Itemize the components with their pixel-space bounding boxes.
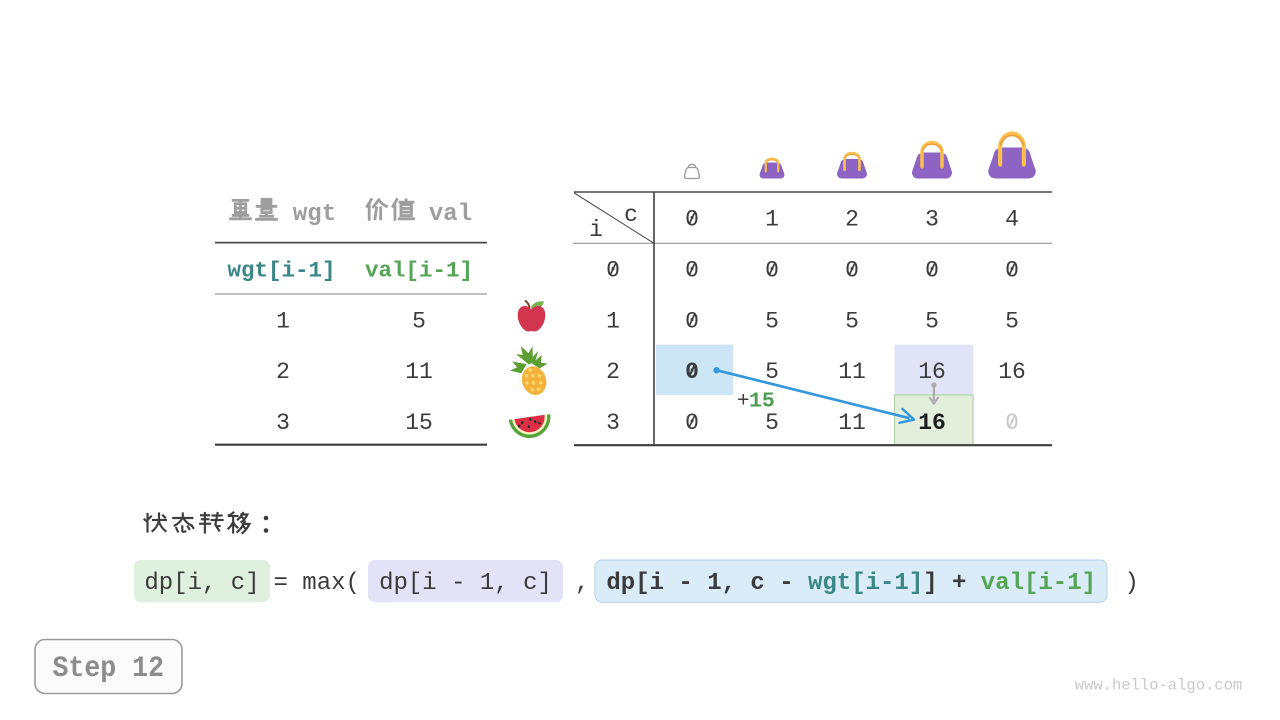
svg-text:wgt: wgt <box>293 201 336 228</box>
svg-text:dp[i, c]: dp[i, c] <box>144 570 259 597</box>
svg-text:Step 12: Step 12 <box>53 651 165 685</box>
svg-text:4: 4 <box>1005 207 1019 233</box>
svg-text:1: 1 <box>606 309 620 335</box>
svg-text:2: 2 <box>845 207 859 233</box>
svg-text:3: 3 <box>606 410 620 436</box>
svg-text:1: 1 <box>765 207 779 233</box>
svg-text:= max(: = max( <box>274 570 360 597</box>
svg-text:dp[i - 1, c]: dp[i - 1, c] <box>379 570 552 597</box>
svg-text:] +: ] + <box>923 570 981 597</box>
svg-text:): ) <box>1125 570 1139 597</box>
svg-text:5: 5 <box>845 309 859 335</box>
svg-text:wgt[i-1]: wgt[i-1] <box>808 570 923 597</box>
svg-text:16: 16 <box>998 359 1026 385</box>
svg-text:15: 15 <box>749 390 775 414</box>
svg-text:5: 5 <box>765 410 779 436</box>
svg-text:16: 16 <box>918 359 946 385</box>
svg-text:11: 11 <box>838 410 866 436</box>
svg-text:16: 16 <box>918 410 946 436</box>
svg-text:5: 5 <box>412 309 426 335</box>
svg-text:i: i <box>589 217 603 243</box>
svg-text:,: , <box>575 570 589 597</box>
svg-text:dp[i - 1, c -: dp[i - 1, c - <box>606 570 808 597</box>
svg-text:5: 5 <box>765 359 779 385</box>
svg-text:11: 11 <box>405 359 433 385</box>
svg-text:+: + <box>737 391 750 414</box>
svg-text:2: 2 <box>276 359 290 385</box>
svg-text:15: 15 <box>405 410 433 436</box>
svg-text:11: 11 <box>838 359 866 385</box>
svg-text:val[i-1]: val[i-1] <box>981 570 1096 597</box>
svg-text:3: 3 <box>925 207 939 233</box>
svg-text:val: val <box>429 201 472 228</box>
svg-text:3: 3 <box>276 410 290 436</box>
svg-text:www.hello-algo.com: www.hello-algo.com <box>1075 677 1242 695</box>
svg-text:c: c <box>624 202 638 228</box>
svg-text:5: 5 <box>925 309 939 335</box>
svg-text:2: 2 <box>606 359 620 385</box>
svg-text:1: 1 <box>276 309 290 335</box>
svg-text:wgt[i-1]: wgt[i-1] <box>227 258 335 284</box>
svg-text:5: 5 <box>765 309 779 335</box>
svg-text:5: 5 <box>1005 309 1019 335</box>
svg-text:val[i-1]: val[i-1] <box>365 258 473 284</box>
